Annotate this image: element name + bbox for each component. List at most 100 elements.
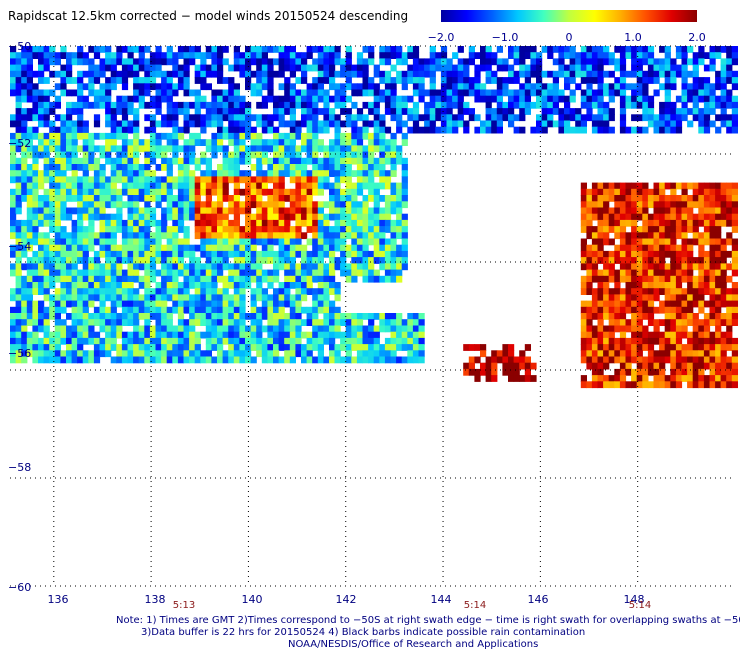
data-cell <box>418 344 425 351</box>
data-cell <box>340 244 347 252</box>
data-cell <box>155 356 162 364</box>
data-cell <box>323 238 330 246</box>
data-cell <box>401 182 408 190</box>
data-cell <box>200 238 207 246</box>
data-cell <box>301 269 308 277</box>
data-cell <box>379 46 386 53</box>
data-cell <box>32 182 39 190</box>
data-cell <box>116 275 123 283</box>
data-cell <box>312 275 319 283</box>
data-cell <box>38 58 45 66</box>
data-cell <box>670 250 677 258</box>
data-cell <box>177 337 185 345</box>
data-cell <box>569 95 576 103</box>
data-cell <box>536 52 543 59</box>
data-cell <box>619 213 627 221</box>
data-cell <box>670 195 677 202</box>
data-cell <box>603 375 610 382</box>
data-cell <box>177 213 185 221</box>
data-cell <box>384 219 392 227</box>
data-cell <box>217 306 224 314</box>
data-cell <box>608 325 615 333</box>
data-cell <box>340 238 347 246</box>
data-cell <box>379 145 386 153</box>
data-cell <box>245 250 252 258</box>
data-cell <box>245 188 252 196</box>
data-cell <box>614 188 621 196</box>
data-cell <box>664 294 671 302</box>
data-cell <box>340 188 347 196</box>
data-cell <box>105 275 112 283</box>
data-cell <box>720 350 727 358</box>
data-cell <box>183 300 190 308</box>
data-cell <box>530 58 537 66</box>
data-cell <box>619 257 627 264</box>
data-cell <box>670 282 677 289</box>
data-cell <box>580 244 587 252</box>
data-cell <box>323 331 330 339</box>
data-cell <box>384 83 392 91</box>
data-cell <box>110 313 117 320</box>
data-cell <box>692 58 699 66</box>
data-cell <box>32 126 39 134</box>
data-cell <box>591 101 599 109</box>
data-cell <box>222 114 229 122</box>
data-cell <box>183 269 190 277</box>
data-cell <box>54 182 61 190</box>
data-cell <box>698 126 705 134</box>
data-cell <box>603 263 610 271</box>
data-cell <box>642 288 649 295</box>
data-cell <box>189 344 196 351</box>
data-cell <box>10 170 17 177</box>
data-cell <box>379 313 386 320</box>
data-cell <box>239 170 246 177</box>
data-cell <box>116 70 123 78</box>
data-cell <box>675 356 683 364</box>
data-cell <box>731 77 738 84</box>
data-cell <box>21 164 28 171</box>
data-cell <box>15 120 22 128</box>
data-cell <box>513 77 520 84</box>
data-cell <box>278 282 285 289</box>
data-cell <box>614 350 621 358</box>
data-cell <box>166 325 173 333</box>
data-cell <box>144 331 151 339</box>
data-cell <box>452 126 459 134</box>
data-cell <box>675 269 683 277</box>
data-cell <box>653 219 660 227</box>
data-cell <box>446 70 453 78</box>
data-cell <box>334 114 341 122</box>
data-cell <box>138 356 145 364</box>
data-cell <box>161 356 168 364</box>
data-cell <box>485 58 492 66</box>
data-cell <box>709 120 716 128</box>
data-cell <box>71 101 78 109</box>
data-cell <box>485 101 492 109</box>
data-cell <box>692 226 699 233</box>
data-cell <box>675 114 683 122</box>
data-cell <box>88 157 95 165</box>
data-cell <box>379 157 386 165</box>
data-cell <box>379 250 386 258</box>
data-cell <box>720 368 727 376</box>
data-cell <box>329 238 336 246</box>
data-cell <box>138 232 145 240</box>
data-cell <box>200 350 207 358</box>
data-cell <box>38 182 45 190</box>
data-cell <box>43 350 50 358</box>
data-cell <box>82 356 89 364</box>
data-cell <box>619 381 627 389</box>
data-cell <box>273 139 280 146</box>
data-cell <box>278 120 285 128</box>
data-cell <box>166 182 173 190</box>
data-cell <box>446 58 453 66</box>
data-cell <box>166 176 173 184</box>
data-cell <box>77 300 84 308</box>
data-cell <box>396 52 403 59</box>
data-cell <box>647 201 655 209</box>
data-cell <box>687 201 694 209</box>
data-cell <box>71 145 78 153</box>
data-cell <box>480 95 487 103</box>
data-cell <box>261 126 268 134</box>
data-cell <box>373 170 380 177</box>
